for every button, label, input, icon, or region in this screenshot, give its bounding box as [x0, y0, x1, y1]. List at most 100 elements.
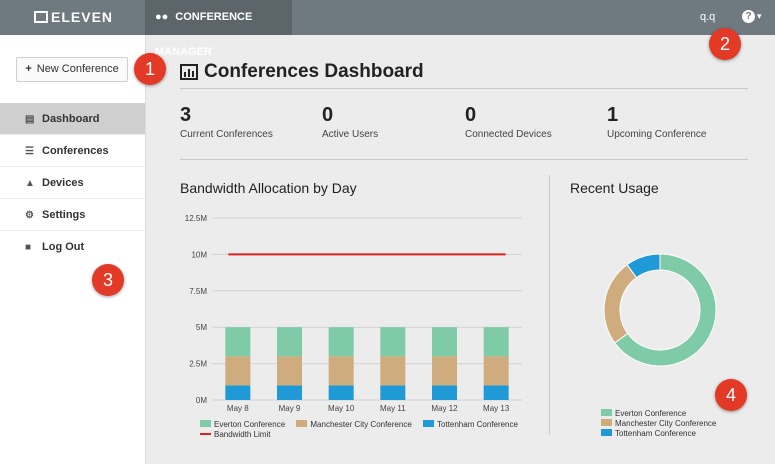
sidebar-item-dashboard[interactable]: ▤ Dashboard — [0, 103, 145, 135]
callout-badge-3: 3 — [92, 264, 124, 296]
legend-item-mancity: Manchester City Conference — [296, 420, 412, 429]
bar-segment — [380, 327, 406, 357]
donut-slice — [603, 263, 638, 344]
callout-badge-1: 1 — [134, 53, 166, 85]
stat-label: Active Users — [322, 129, 379, 140]
new-conference-button[interactable]: + New Conference — [16, 57, 128, 82]
top-bar: ELEVEN ●● CONFERENCE MANAGER q.q ? ▾ — [0, 0, 775, 58]
bar-segment — [277, 327, 302, 357]
legend-item-mancity: Manchester City Conference — [601, 419, 716, 429]
recent-usage-title: Recent Usage — [570, 180, 659, 196]
new-conference-label: New Conference — [36, 63, 119, 75]
user-menu[interactable]: q.q — [700, 11, 716, 23]
x-tick-label: May 8 — [227, 404, 249, 413]
stat-label: Current Conferences — [180, 129, 273, 140]
legend-label: Everton Conference — [615, 409, 687, 418]
legend-item-tottenham: Tottenham Conference — [423, 420, 518, 429]
recent-usage-donut — [603, 253, 717, 367]
bar-segment — [328, 385, 354, 400]
y-tick-label: 7.5M — [189, 287, 207, 296]
sidebar-item-devices[interactable]: ▲ Devices — [0, 167, 145, 199]
bar-segment — [380, 385, 406, 400]
stat-value: 3 — [180, 104, 192, 126]
stat-value: 1 — [607, 104, 619, 126]
bar-segment — [432, 385, 457, 400]
tab-conference-manager[interactable]: ●● CONFERENCE MANAGER — [145, 0, 292, 58]
x-tick-label: May 10 — [328, 404, 355, 413]
bar-segment — [328, 356, 354, 386]
sidebar-item-logout[interactable]: ■ Log Out — [0, 231, 145, 263]
logo-text: ELEVEN — [51, 9, 114, 25]
page-title: Conferences Dashboard — [180, 61, 424, 83]
bar-segment — [483, 327, 509, 357]
x-tick-label: May 13 — [483, 404, 510, 413]
y-tick-label: 10M — [191, 250, 207, 259]
bar-segment — [225, 327, 251, 357]
bar-segment — [328, 327, 354, 357]
eleven-logo[interactable]: ELEVEN — [34, 9, 113, 25]
legend-item-limit: Bandwidth Limit — [200, 430, 270, 439]
lock-icon: ■ — [25, 242, 32, 253]
bar-segment — [432, 356, 457, 386]
stat-current-conferences: 3 Current Conferences — [180, 104, 273, 140]
bar-segment — [277, 356, 302, 386]
sidebar-item-conferences[interactable]: ☰ Conferences — [0, 135, 145, 167]
bar-segment — [225, 356, 251, 386]
stat-active-users: 0 Active Users — [322, 104, 378, 140]
sidebar-item-label: Dashboard — [42, 113, 100, 125]
bar-chart-icon — [180, 64, 198, 80]
bar-segment — [225, 385, 251, 400]
stat-value: 0 — [322, 104, 334, 126]
bandwidth-legend: Everton Conference Manchester City Confe… — [200, 420, 530, 440]
stat-upcoming-conference: 1 Upcoming Conference — [607, 104, 707, 140]
legend-label: Manchester City Conference — [615, 419, 717, 428]
sidebar-item-label: Log Out — [42, 241, 85, 253]
list-icon: ☰ — [25, 146, 34, 157]
divider — [180, 88, 748, 89]
donut-slice — [613, 253, 717, 367]
legend-label: Tottenham Conference — [437, 420, 518, 429]
bar-segment — [380, 356, 406, 386]
legend-item-everton: Everton Conference — [200, 420, 285, 429]
logo-mark-icon — [34, 11, 48, 23]
sidebar-item-label: Conferences — [42, 145, 109, 157]
legend-swatch — [601, 419, 612, 426]
sidebar-item-settings[interactable]: ⚙ Settings — [0, 199, 145, 231]
legend-label: Everton Conference — [214, 420, 286, 429]
callout-badge-2: 2 — [709, 28, 741, 60]
legend-swatch — [200, 420, 211, 427]
legend-swatch — [423, 420, 435, 427]
sidebar-item-label: Settings — [42, 209, 86, 221]
legend-label: Manchester City Conference — [310, 420, 412, 429]
legend-line — [200, 433, 211, 435]
bar-segment — [277, 385, 302, 400]
sidebar: + New Conference ▤ Dashboard ☰ Conferences … — [0, 35, 146, 464]
gear-icon: ⚙ — [25, 210, 34, 221]
y-tick-label: 5M — [196, 323, 207, 332]
plus-icon: + — [25, 63, 32, 75]
legend-label: Tottenham Conference — [615, 429, 696, 438]
stat-label: Connected Devices — [465, 129, 552, 140]
x-tick-label: May 11 — [380, 404, 406, 413]
x-tick-label: May 9 — [279, 404, 301, 413]
bandwidth-chart: 0M 2.5M 5M 7.5M 10M 12.5M May 8 May 9 May 10 May … — [185, 214, 522, 413]
bar-segment — [483, 356, 509, 386]
legend-item-tottenham: Tottenham Conference — [601, 429, 716, 439]
divider — [180, 159, 748, 160]
x-tick-label: May 12 — [431, 404, 458, 413]
stat-connected-devices: 0 Connected Devices — [465, 104, 552, 140]
vertical-divider — [549, 175, 550, 435]
bar-segment — [432, 327, 457, 357]
users-icon: ●● — [155, 11, 169, 23]
legend-swatch — [296, 420, 308, 427]
legend-swatch — [601, 409, 612, 416]
tab-label: CONFERENCE MANAGER — [155, 11, 253, 58]
callout-badge-4: 4 — [715, 379, 747, 411]
chart-icon: ▤ — [25, 114, 35, 125]
stat-label: Upcoming Conference — [607, 129, 707, 140]
recent-usage-legend: Everton Conference Manchester City Confe… — [601, 409, 716, 439]
help-menu[interactable]: ? ▾ — [742, 8, 762, 23]
sitemap-icon: ▲ — [25, 178, 35, 189]
y-tick-label: 12.5M — [185, 214, 208, 223]
y-tick-label: 0M — [196, 396, 207, 405]
